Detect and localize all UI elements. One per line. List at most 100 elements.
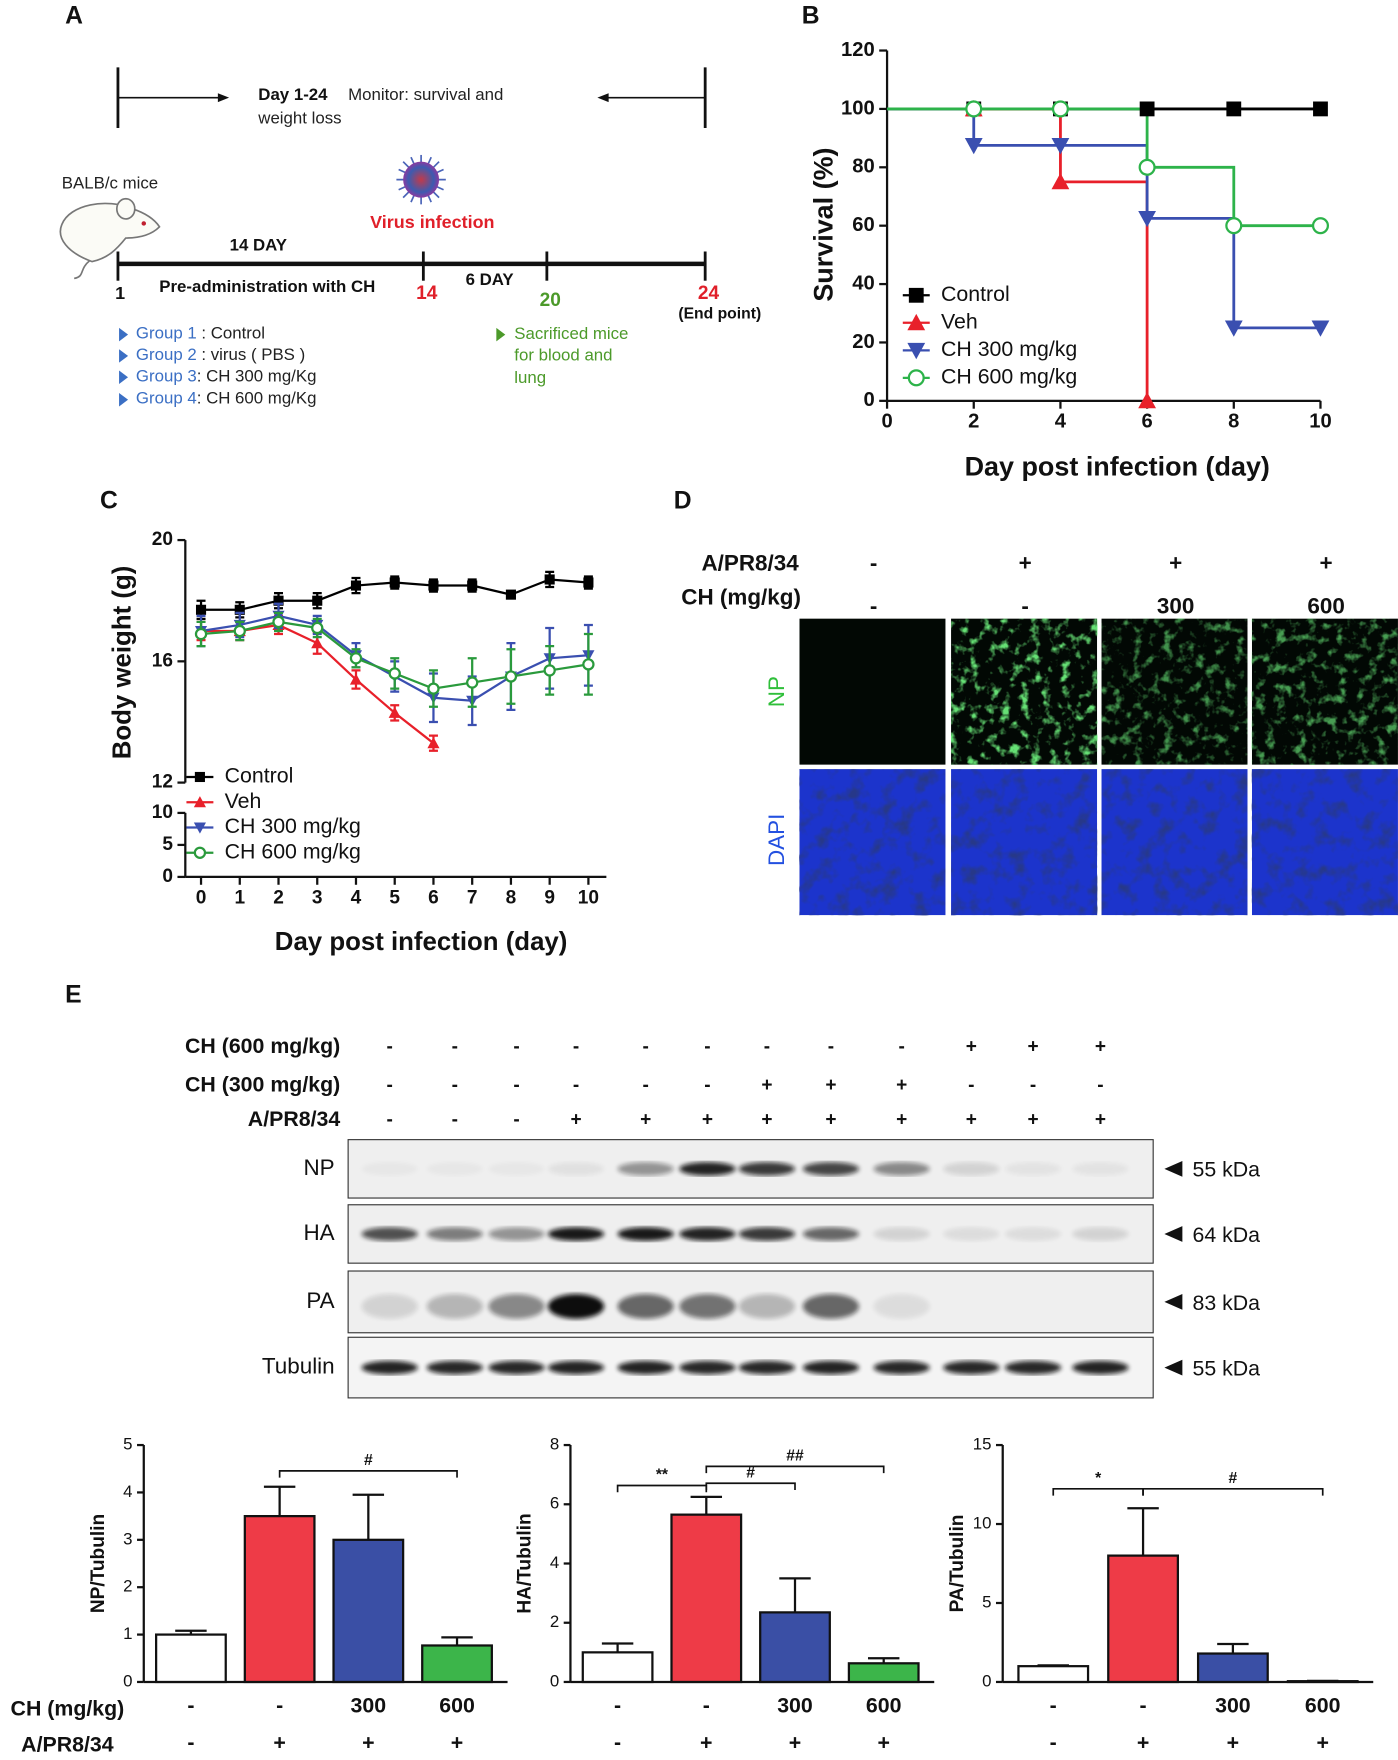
y-tick-label: 4 <box>123 1482 132 1501</box>
marker <box>349 673 363 685</box>
significance-bracket <box>616 1484 708 1493</box>
x-tick-label: 8 <box>506 887 517 908</box>
marker <box>350 580 362 591</box>
band <box>738 1162 795 1176</box>
band <box>873 1162 930 1176</box>
x-tick-label: 1 <box>234 887 245 908</box>
band <box>488 1227 545 1241</box>
band <box>679 1360 736 1375</box>
sign: - <box>1140 1693 1147 1717</box>
band <box>547 1162 605 1176</box>
y-tick-label: 5 <box>123 1435 132 1454</box>
marker <box>1139 101 1155 117</box>
sign: - <box>513 1075 519 1096</box>
marker <box>233 624 246 638</box>
sign: - <box>898 1037 904 1058</box>
mouse-icon <box>59 197 161 280</box>
significance-label: # <box>746 1464 755 1481</box>
row-label: A/PR8/34 <box>21 1733 114 1757</box>
survival-step <box>1147 216 1236 328</box>
marker <box>1311 320 1330 337</box>
y-tick-label: 20 <box>152 529 173 550</box>
group-text: : virus ( PBS ) <box>197 345 305 364</box>
bar <box>332 1538 405 1684</box>
sign: 600 <box>1305 1693 1341 1717</box>
survival-step <box>887 107 976 146</box>
sign: 300 <box>1157 593 1194 618</box>
error-bar <box>690 1495 723 1515</box>
sign: - <box>1030 1075 1036 1096</box>
group-item: Group 3: CH 300 mg/Kg <box>136 367 317 386</box>
y-axis-label: Body weight (g) <box>108 566 136 760</box>
marker <box>1225 217 1243 235</box>
legend-label: CH 300 mg/kg <box>941 337 1077 361</box>
band <box>738 1227 795 1241</box>
marker <box>583 577 594 588</box>
legend-label: Veh <box>941 309 978 333</box>
marker <box>1224 320 1243 337</box>
panel-label: B <box>802 2 820 29</box>
marker <box>1051 137 1070 155</box>
sign: - <box>187 1693 194 1717</box>
band <box>1072 1162 1129 1176</box>
sign: - <box>704 1037 710 1058</box>
sign: + <box>1095 1110 1106 1131</box>
x-tick-label: 4 <box>351 887 362 908</box>
channel-label: NP <box>764 676 789 707</box>
sign: + <box>700 1730 712 1754</box>
legend-marker <box>907 313 926 331</box>
sign: - <box>452 1037 458 1058</box>
sign: - <box>870 593 877 618</box>
sign: + <box>1320 551 1333 576</box>
monitor-days: Day 1-24 <box>258 85 328 104</box>
sign: + <box>761 1075 772 1096</box>
sign: + <box>825 1075 836 1096</box>
y-axis-label: Survival (%) <box>808 147 838 301</box>
x-tick-label: 4 <box>1055 411 1067 433</box>
x-tick-label: 10 <box>1309 411 1331 433</box>
sign: 600 <box>1307 593 1344 618</box>
sign: - <box>513 1110 519 1131</box>
x-tick-label: 5 <box>389 887 400 908</box>
group-item: Group 2 : virus ( PBS ) <box>136 345 305 364</box>
significance-bracket <box>1052 1488 1144 1496</box>
x-tick-label: 8 <box>1228 411 1239 433</box>
y-tick-label: 12 <box>152 772 173 793</box>
blot-label: HA <box>303 1220 334 1245</box>
legend-label: Control <box>225 764 294 788</box>
sign: - <box>703 1693 710 1717</box>
marker <box>505 589 516 600</box>
band <box>738 1294 795 1319</box>
y-tick-label: 60 <box>852 214 874 236</box>
survival-step <box>1060 107 1149 168</box>
significance-bracket <box>705 1465 885 1474</box>
band <box>1072 1360 1129 1375</box>
sign: + <box>966 1110 977 1131</box>
size-label: 83 kDa <box>1192 1291 1260 1315</box>
sign: - <box>452 1110 458 1131</box>
y-tick-label: 16 <box>152 650 173 671</box>
band <box>361 1294 418 1319</box>
x-tick-label: 0 <box>196 887 207 908</box>
marker <box>194 627 208 641</box>
band <box>426 1294 483 1319</box>
survival-step <box>1147 165 1236 226</box>
band <box>943 1227 1000 1241</box>
size-label: 64 kDa <box>1192 1223 1260 1247</box>
group-text: : CH 300 mg/Kg <box>197 367 317 386</box>
bar <box>847 1662 920 1684</box>
marker <box>504 670 518 683</box>
sign: + <box>362 1730 374 1754</box>
arrow-head <box>1164 1226 1183 1242</box>
error-bar <box>1217 1642 1249 1654</box>
band <box>426 1360 483 1375</box>
bar <box>1107 1554 1179 1684</box>
y-tick-label: 1 <box>123 1624 132 1643</box>
marker <box>234 604 245 615</box>
y-axis-label: NP/Tubulin <box>88 1514 109 1613</box>
bar <box>421 1644 493 1684</box>
sign: + <box>640 1110 651 1131</box>
y-tick-label: 40 <box>852 272 874 294</box>
dapi-texture <box>1251 769 1398 916</box>
band <box>547 1360 605 1375</box>
